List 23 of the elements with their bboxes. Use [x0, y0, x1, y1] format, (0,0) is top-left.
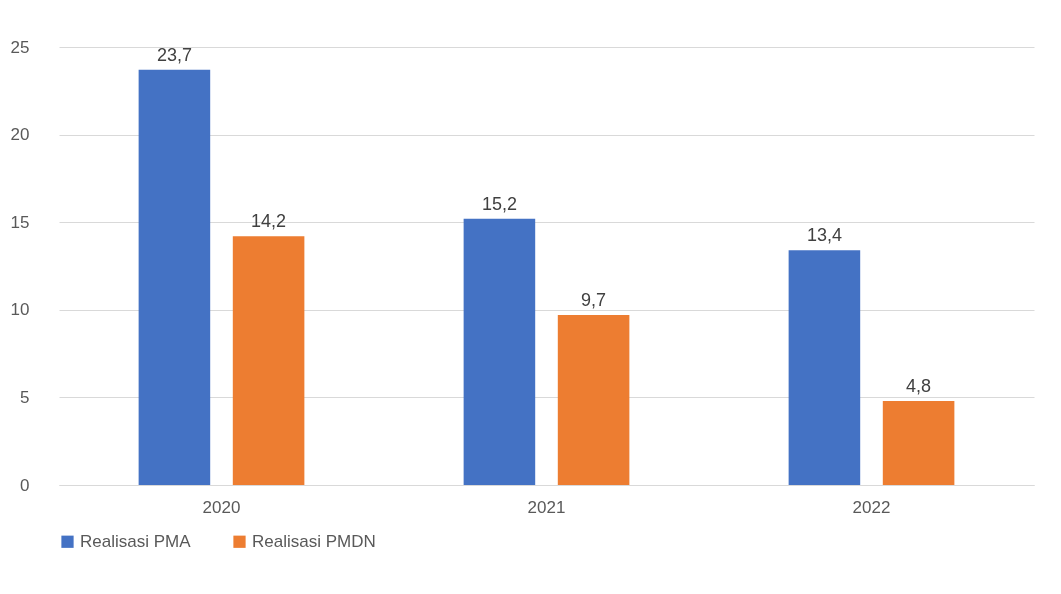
x-tick-label: 2020: [202, 497, 241, 517]
bar: [463, 218, 536, 485]
x-tick-label: 2021: [527, 497, 566, 517]
y-tick-label: 5: [20, 387, 30, 407]
y-tick-label: 10: [10, 300, 30, 320]
legend-label: Realisasi PMDN: [252, 531, 376, 551]
y-tick-label: 15: [10, 212, 30, 232]
bar: [232, 236, 305, 485]
bar: [557, 315, 630, 485]
bar: [882, 400, 955, 485]
y-tick-label: 20: [10, 125, 30, 145]
data-label: 14,2: [251, 211, 287, 232]
x-tick-label: 2022: [852, 497, 891, 517]
bar: [138, 69, 211, 485]
data-label: 4,8: [906, 375, 932, 396]
data-label: 15,2: [481, 193, 517, 214]
legend-label: Realisasi PMA: [80, 531, 192, 551]
bar: [788, 250, 861, 485]
data-label: 9,7: [581, 290, 607, 311]
data-label: 23,7: [156, 44, 192, 65]
data-label: 13,4: [806, 225, 842, 246]
y-tick-label: 0: [20, 475, 30, 495]
y-tick-label: 25: [10, 37, 30, 57]
